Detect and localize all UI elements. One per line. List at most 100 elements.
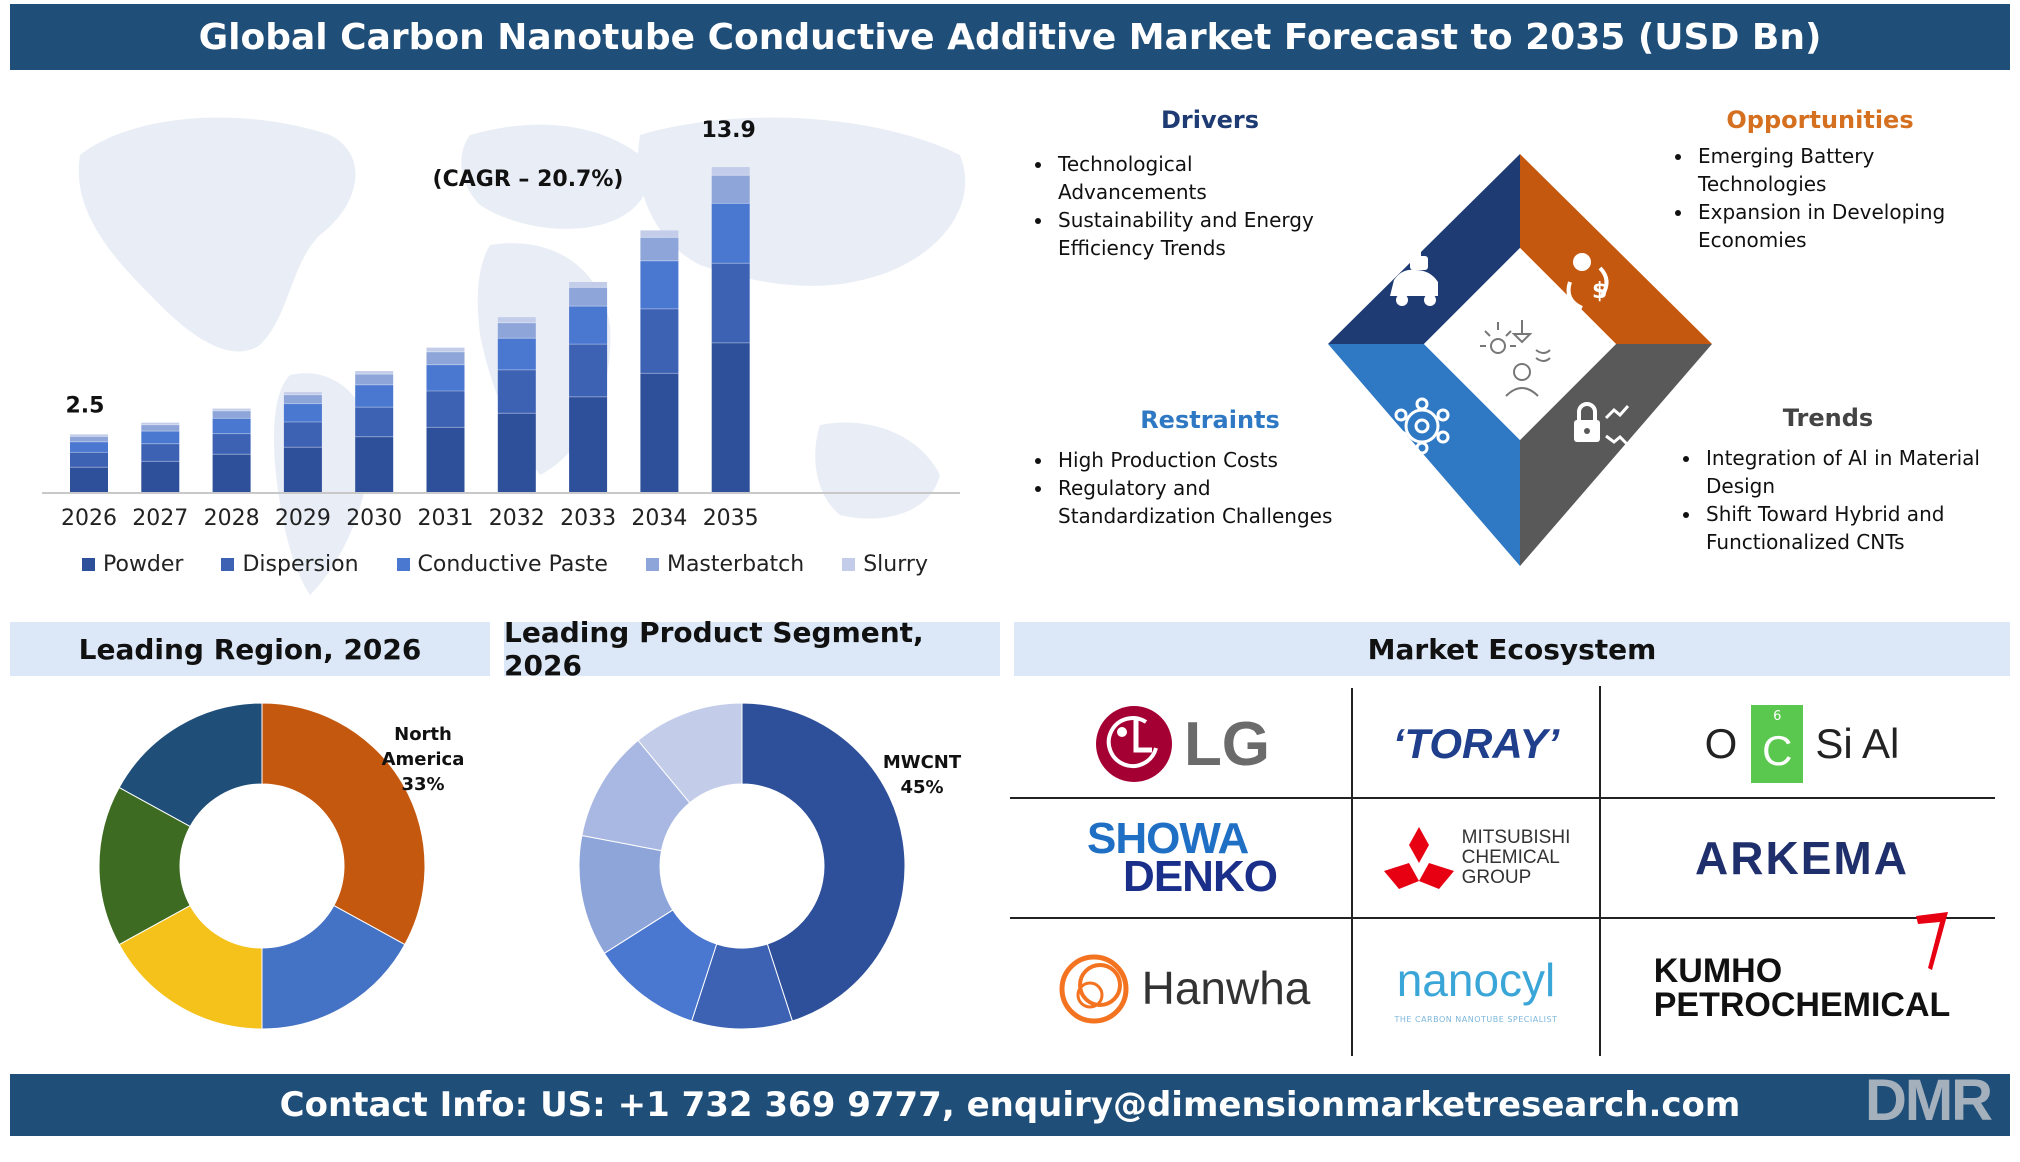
opportunities-block: Opportunities Emerging Battery Technolog… bbox=[1660, 106, 2010, 254]
trends-list: Integration of AI in Material Design Shi… bbox=[1668, 444, 2002, 556]
restraints-title: Restraints bbox=[1140, 406, 1280, 434]
drivers-title: Drivers bbox=[1160, 106, 1260, 134]
region-callout-line2: America bbox=[382, 749, 465, 770]
bar-2032-masterbatch bbox=[497, 322, 536, 339]
bar-2030-slurry bbox=[355, 371, 394, 375]
nanocyl-logo-text: nanocyl bbox=[1396, 953, 1556, 1006]
money-cycle-icon: $ bbox=[1566, 253, 1609, 310]
x-tick-2029: 2029 bbox=[275, 506, 331, 531]
bar-2027-masterbatch bbox=[141, 424, 180, 432]
contact-footer: Contact Info: US: +1 732 369 9777, enqui… bbox=[10, 1074, 2010, 1136]
drivers-list: Technological Advancements Sustainabilit… bbox=[1020, 150, 1334, 262]
total-label-2035: 13.9 bbox=[702, 118, 756, 143]
bar-2028-slurry bbox=[212, 408, 251, 411]
legend-label: Slurry bbox=[863, 552, 928, 577]
toray-logo: ‘TORAY’ bbox=[1354, 690, 1598, 798]
trends-quadrant bbox=[1520, 344, 1712, 566]
legend-swatch bbox=[221, 558, 235, 571]
region-slice-0 bbox=[261, 702, 426, 946]
trends-block: Trends Integration of AI in Material Des… bbox=[1668, 404, 2008, 556]
region-callout-value: 33% bbox=[401, 774, 444, 795]
bar-2027-slurry bbox=[141, 422, 180, 425]
bar-2028-conductive-paste bbox=[212, 418, 251, 434]
bar-2033-powder bbox=[569, 396, 608, 493]
showa-line2: DENKO bbox=[1123, 852, 1278, 901]
region-section-title: Leading Region, 2026 bbox=[10, 622, 490, 676]
legend-item-slurry: Slurry bbox=[842, 552, 928, 577]
ocsial-o: O bbox=[1704, 720, 1738, 767]
bar-2028-masterbatch bbox=[212, 410, 251, 419]
dmr-logo-text: DMR bbox=[1864, 1067, 1993, 1133]
bar-2032-dispersion bbox=[497, 369, 536, 414]
bar-2034-masterbatch bbox=[640, 237, 679, 261]
kumho-swoosh-icon bbox=[1915, 912, 1948, 970]
kumho-line1: KUMHO bbox=[1653, 952, 1783, 990]
segment-callout-label: MWCNT bbox=[883, 752, 962, 773]
trends-title: Trends bbox=[1782, 404, 1874, 432]
bar-2031-powder bbox=[426, 427, 465, 493]
list-item: Shift Toward Hybrid and Functionalized C… bbox=[1702, 500, 2002, 556]
mitsubishi-line3: GROUP bbox=[1461, 867, 1532, 888]
robot-car-icon bbox=[1390, 250, 1438, 306]
bar-2031-masterbatch bbox=[426, 351, 465, 365]
bar-2035-slurry bbox=[711, 167, 750, 176]
ocsial-rest: Si Al bbox=[1815, 720, 1900, 767]
showa-denko-logo: SHOWA DENKO bbox=[1014, 802, 1350, 914]
bar-2030-powder bbox=[355, 436, 394, 493]
opportunities-list: Emerging Battery Technologies Expansion … bbox=[1660, 142, 2004, 254]
chart-legend: Powder Dispersion Conductive Paste Masterba… bbox=[82, 552, 1002, 577]
bar-2033-dispersion bbox=[569, 344, 608, 397]
bar-2033-masterbatch bbox=[569, 287, 608, 307]
restraints-block: Restraints High Production Costs Regulat… bbox=[1020, 406, 1350, 530]
x-tick-2031: 2031 bbox=[418, 506, 474, 531]
bar-2031-slurry bbox=[426, 347, 465, 352]
gear-network-icon bbox=[1394, 397, 1450, 455]
ecosystem-grid bbox=[1010, 686, 1995, 1056]
bar-2030-dispersion bbox=[355, 407, 394, 437]
x-tick-2035: 2035 bbox=[703, 506, 759, 531]
segment-callout-value: 45% bbox=[900, 777, 943, 798]
legend-label: Conductive Paste bbox=[417, 552, 608, 577]
region-slice-4 bbox=[118, 702, 263, 828]
bar-2035-powder bbox=[711, 342, 750, 493]
toray-logo-text: ‘TORAY’ bbox=[1392, 720, 1560, 767]
bar-2035-dispersion bbox=[711, 263, 750, 343]
list-item: Integration of AI in Material Design bbox=[1702, 444, 2002, 500]
legend-item-masterbatch: Masterbatch bbox=[645, 552, 804, 577]
three-diamonds-icon bbox=[1383, 827, 1454, 889]
list-item: Sustainability and Energy Efficiency Tre… bbox=[1054, 206, 1334, 262]
bar-2035-conductive-paste bbox=[711, 203, 750, 264]
region-donut-chart: North America 33% bbox=[98, 702, 465, 1030]
hanwha-logo-text: Hanwha bbox=[1141, 962, 1311, 1014]
x-tick-labels: 2026 2027 2028 2029 2030 2031 2032 2033 2034 2035 bbox=[61, 506, 759, 531]
legend-swatch bbox=[645, 558, 659, 571]
bar-2027-powder bbox=[141, 461, 180, 493]
restraints-list: High Production Costs Regulatory and Sta… bbox=[1020, 446, 1354, 530]
region-slice-3 bbox=[98, 786, 191, 946]
ocsial-logo: O 6 C Si Al bbox=[1602, 690, 2002, 798]
quadrant-diamond: $ bbox=[1328, 154, 1712, 566]
list-item: Regulatory and Standardization Challenge… bbox=[1054, 474, 1354, 530]
bar-2030-masterbatch bbox=[355, 374, 394, 385]
bar-2027-conductive-paste bbox=[141, 431, 180, 444]
segment-slice-0 bbox=[741, 702, 906, 1022]
bar-2034-powder bbox=[640, 373, 679, 493]
list-item: Emerging Battery Technologies bbox=[1694, 142, 2004, 198]
bar-2029-dispersion bbox=[283, 421, 322, 448]
hanwha-flame-icon bbox=[1059, 954, 1129, 1024]
mitsubishi-line1: MITSUBISHI bbox=[1461, 827, 1571, 848]
total-label-2026: 2.5 bbox=[66, 393, 105, 418]
legend-swatch bbox=[842, 558, 856, 571]
opportunities-title: Opportunities bbox=[1726, 106, 1914, 134]
x-tick-2032: 2032 bbox=[489, 506, 545, 531]
bar-2028-dispersion bbox=[212, 433, 251, 455]
region-slices bbox=[98, 702, 426, 1030]
segment-donut-chart: MWCNT 45% bbox=[578, 702, 962, 1030]
bar-2029-powder bbox=[283, 447, 322, 493]
bar-2028-powder bbox=[212, 454, 251, 493]
cagr-label: (CAGR – 20.7%) bbox=[433, 167, 624, 192]
bar-2029-masterbatch bbox=[283, 394, 322, 404]
x-tick-2033: 2033 bbox=[560, 506, 616, 531]
lg-logo-text: LG bbox=[1183, 709, 1271, 779]
x-tick-2028: 2028 bbox=[204, 506, 260, 531]
